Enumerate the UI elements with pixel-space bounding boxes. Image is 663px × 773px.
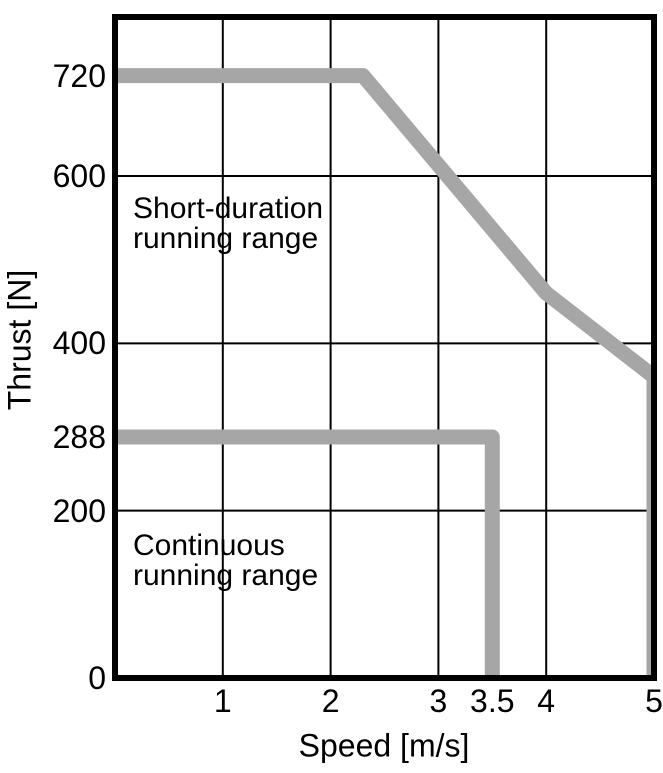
x-tick-label: 3.5: [470, 683, 515, 719]
annotation-short-duration-range: Short-duration running range: [133, 192, 324, 255]
annotation-continuous-range: Continuous running range: [133, 529, 319, 592]
series-line-continuous: [115, 429, 500, 678]
x-tick-label: 5: [645, 683, 663, 719]
x-tick-label: 1: [213, 683, 232, 719]
x-tick-label: 3: [429, 683, 448, 719]
y-tick-label: 720: [52, 57, 106, 94]
x-tick-label: 2: [321, 683, 340, 719]
x-tick-label: 4: [537, 683, 556, 719]
y-tick-label: 600: [52, 157, 106, 194]
y-tick-label: 200: [52, 492, 106, 529]
x-axis-title: Speed [m/s]: [298, 727, 470, 764]
y-tick-label: 0: [88, 660, 106, 696]
y-tick-label: 400: [52, 325, 106, 362]
plot-border: [112, 14, 657, 681]
series-line-short-duration: [115, 68, 654, 678]
y-tick-label: 288: [52, 419, 106, 456]
